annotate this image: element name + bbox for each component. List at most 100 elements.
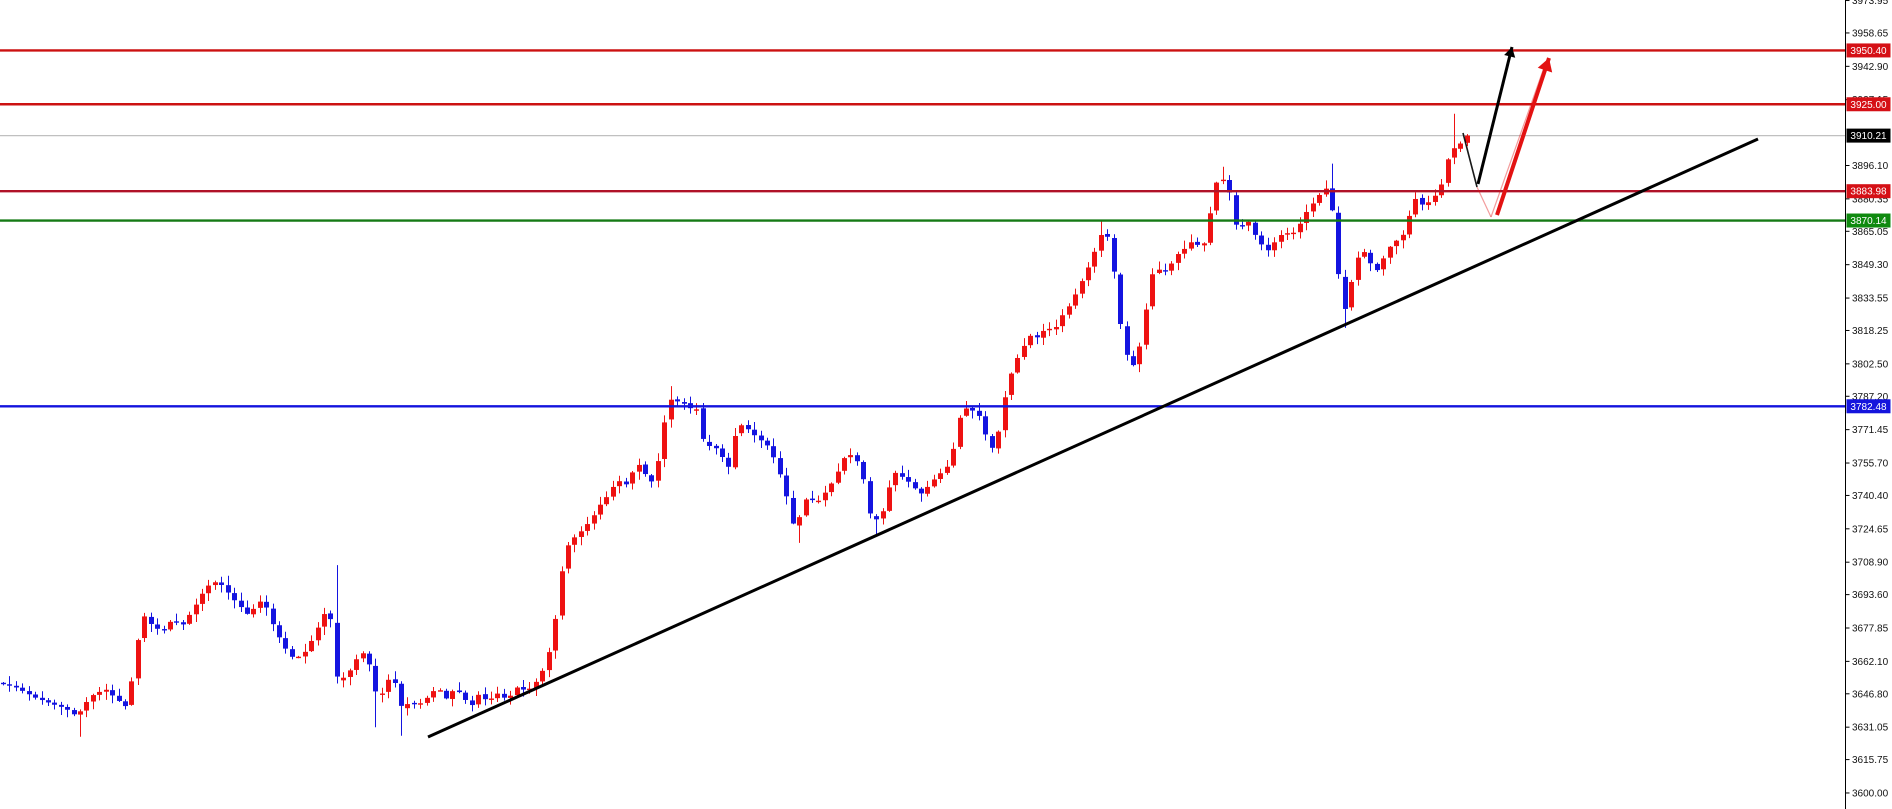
pullback-path-red-down[interactable] [1476,186,1492,218]
bear-candle-body [264,601,269,608]
tick-label: 3662.10 [1852,657,1889,668]
bear-candle-body [46,700,51,703]
bull-candle-body [527,688,532,691]
bear-candle-body [778,458,783,475]
level-resistance-3950-box [1846,43,1891,58]
bull-candle-body [836,471,841,483]
bull-candle-body [1067,306,1072,315]
bear-candle-body [765,440,770,446]
bear-candle-body [373,665,378,692]
level-support-3782-box [1846,399,1891,414]
bull-candle-body [425,697,430,703]
bull-candle-body [1092,251,1097,267]
bull-candle-body [1304,211,1309,223]
projection-arrow-black-head [1504,47,1516,58]
bull-candle-body [194,604,199,615]
bull-candle-body [540,670,545,682]
bear-candle-body [1343,276,1348,309]
bull-candle-body [361,653,366,659]
bear-candle-body [861,461,866,480]
bull-candle-body [431,691,436,698]
bull-candle-body [823,492,828,501]
bull-candle-body [495,693,500,699]
bull-candle-body [1169,263,1174,271]
bear-candle-body [27,691,32,695]
bull-candle-body [251,608,256,615]
pullback-path-red-up[interactable] [1490,61,1547,218]
bear-candle-body [1227,179,1232,193]
bear-candle-body [1125,326,1130,355]
bear-candle-body [682,402,687,404]
bull-candle-body [585,524,590,531]
bear-candle-body [1259,235,1264,245]
tick-label: 3802.50 [1852,359,1889,370]
bear-candle-body [1375,263,1380,271]
bull-candle-body [97,691,102,695]
bull-candle-body [450,691,455,699]
bull-candle-body [694,409,699,411]
bear-candle-body [1035,335,1040,338]
pullback-path-black[interactable] [1462,132,1478,188]
bull-candle-body [1272,242,1277,251]
bear-candle-body [874,516,879,520]
bull-candle-body [142,616,147,639]
bull-candle-body [1189,242,1194,249]
bull-candle-body [341,677,346,681]
bear-candle-body [117,695,122,701]
ascending-trendline[interactable] [427,137,1759,739]
bull-candle-body [964,408,969,416]
bull-candle-body [637,464,642,472]
bull-candle-body [1362,252,1367,257]
bear-candle-body [226,585,231,593]
projection-arrow-black[interactable] [1476,46,1514,185]
bull-candle-body [887,487,892,511]
tick-label: 3755.70 [1852,459,1889,470]
price-level-lines [0,49,1845,408]
bull-candle-body [316,627,321,641]
bull-candle-body [322,614,327,627]
bear-candle-body [1240,225,1245,227]
bear-candle-body [174,621,179,623]
bear-candle-body [746,425,751,430]
bull-candle-body [797,517,802,526]
bear-candle-body [110,690,115,696]
tick-label: 3849.30 [1852,260,1889,271]
bear-candle-body [624,481,629,485]
bull-candle-body [136,640,141,679]
bull-candle-body [893,472,898,486]
bull-candle-body [1452,148,1457,158]
tick-label: 3677.85 [1852,623,1889,634]
bull-candle-body [1356,257,1361,280]
bull-candle-body [1022,345,1027,357]
bear-candle-body [52,702,57,705]
bull-candle-body [386,679,391,692]
bear-candle-body [40,697,45,701]
bull-candle-body [1388,246,1393,258]
bull-candle-body [1285,233,1290,235]
bull-candle-body [129,681,134,705]
tick-label: 3631.05 [1852,723,1889,734]
bear-candle-body [328,613,333,620]
bull-candle-body [1099,235,1104,251]
bear-candle-body [65,706,70,710]
bull-candle-body [829,483,834,493]
bear-candle-body [1105,233,1110,237]
level-resistance-3883-label: 3883.98 [1850,187,1887,198]
bear-candle-body [239,600,244,608]
bear-candle-body [33,694,38,698]
bull-candle-body [842,458,847,471]
tick-label: 3724.65 [1852,524,1889,535]
bear-candle-body [1118,274,1123,325]
tick-label: 3693.60 [1852,590,1889,601]
bull-candle-body [1433,195,1438,202]
bear-candle-body [181,622,186,625]
bear-candle-body [714,445,719,449]
bull-candle-body [1214,182,1219,211]
bull-candle-body [1291,232,1296,235]
level-support-3782-label: 3782.48 [1850,402,1887,413]
projection-arrow-red[interactable] [1495,57,1551,216]
bear-candle-body [1112,238,1117,272]
bull-candle-body [200,593,205,604]
bear-candle-body [643,464,648,475]
